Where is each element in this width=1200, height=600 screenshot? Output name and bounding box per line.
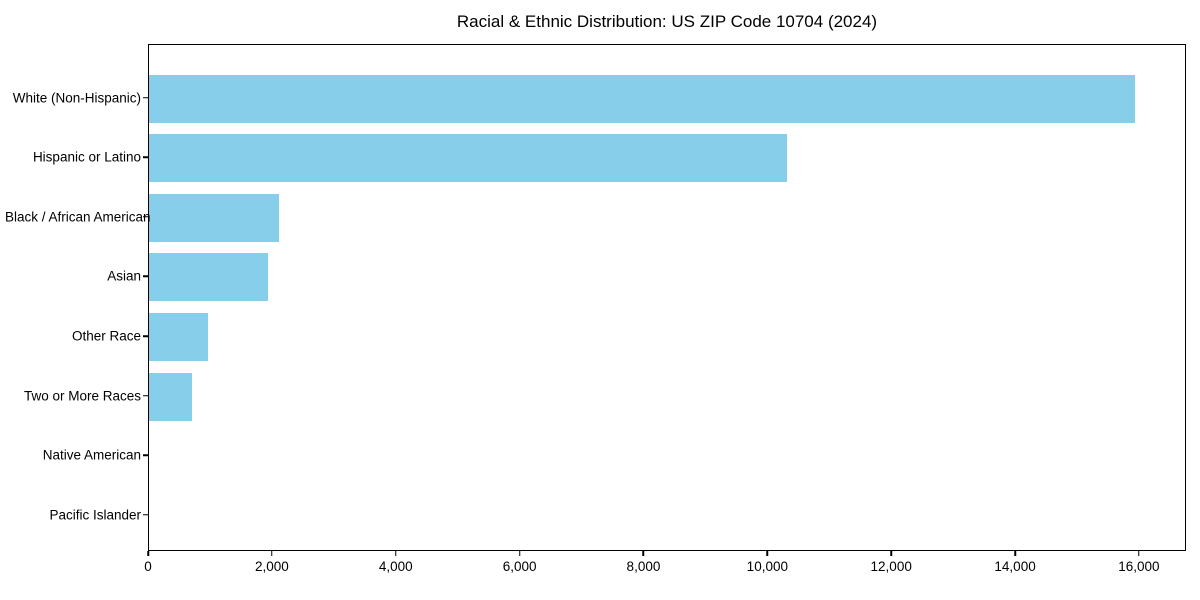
x-tick-label: 2,000 [254,559,289,574]
y-tick-label: Other Race [71,328,141,344]
y-tick-mark [143,275,148,278]
y-tick-label: White (Non-Hispanic) [12,90,141,105]
x-tick-label: 8,000 [626,559,661,574]
x-tick-label: 16,000 [1118,559,1160,574]
bar-two-or-more-races [149,372,192,421]
y-tick-label: Pacific Islander [49,507,141,523]
x-tick-label: 0 [144,559,152,574]
x-tick-mark [890,551,892,556]
bar-white-non-hispanic [149,74,1135,123]
x-tick-label: 14,000 [994,559,1036,574]
plot-area [148,44,1186,551]
x-tick-label: 4,000 [378,559,413,574]
x-tick-label: 12,000 [870,559,912,574]
y-tick-mark [143,394,148,397]
y-tick-mark [143,156,148,158]
x-tick-mark [394,551,397,556]
y-tick-mark [143,96,148,99]
y-tick-label: Black / African American [5,209,151,225]
y-tick-label: Asian [107,268,141,284]
x-tick-mark [518,551,521,556]
x-tick-label: 6,000 [502,559,537,574]
chart-title: Racial & Ethnic Distribution: US ZIP Cod… [456,12,878,31]
x-tick-mark [147,551,149,556]
x-tick-label: 10,000 [746,559,788,574]
bar-black-african-american [149,193,279,242]
y-tick-mark [143,454,148,457]
x-tick-mark [1014,551,1016,556]
y-tick-label: Hispanic or Latino [32,149,141,165]
x-tick-mark [642,551,645,556]
bar-asian [149,253,268,302]
y-tick-label: Two or More Races [23,388,141,404]
bar-hispanic-or-latino [149,134,787,183]
y-tick-mark [143,514,148,516]
x-tick-mark [766,551,769,556]
bar-other-race [149,313,208,362]
y-tick-mark [143,335,148,337]
y-tick-label: Native American [42,447,141,463]
x-tick-mark [271,551,273,556]
y-tick-mark [143,216,148,218]
x-tick-mark [1138,551,1140,556]
